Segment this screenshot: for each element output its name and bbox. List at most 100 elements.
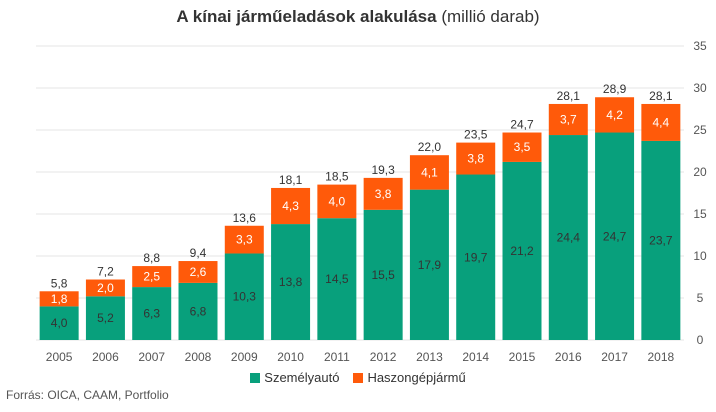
legend-label-passenger: Személyautó [264,370,340,385]
data-label-total: 28,9 [603,82,627,96]
bar-passenger [317,218,357,340]
bar-passenger [224,253,264,340]
source-note: Forrás: OICA, CAAM, Portfolio [6,388,169,402]
data-label-total: 23,5 [464,128,488,142]
y-tick-label: 20 [693,165,707,179]
data-label-commercial: 1,8 [51,292,68,306]
bar-passenger [132,287,172,340]
data-label-total: 28,1 [557,89,581,103]
data-label-commercial: 3,7 [560,113,577,127]
data-label-passenger: 24,4 [557,231,581,245]
data-label-total: 13,6 [233,211,257,225]
bar-commercial [39,291,79,307]
data-label-commercial: 3,8 [375,187,392,201]
x-tick-label: 2009 [231,350,258,364]
bar-commercial [178,261,218,283]
data-label-passenger: 10,3 [233,290,257,304]
chart-title-unit: (millió darab) [441,7,540,26]
data-label-commercial: 4,0 [329,194,346,208]
legend-item-passenger: Személyautó [250,370,339,385]
chart-title: A kínai járműeladások alakulása (millió … [0,7,716,27]
y-tick-label: 0 [697,333,704,347]
data-label-total: 19,3 [371,163,395,177]
data-label-passenger: 19,7 [464,250,488,264]
bar-passenger [548,135,588,340]
x-tick-label: 2005 [46,350,73,364]
x-tick-label: 2008 [185,350,212,364]
data-label-commercial: 4,2 [606,108,623,122]
y-tick-label: 25 [693,123,707,137]
bar-commercial [224,225,264,254]
bar-commercial [132,266,172,288]
data-label-passenger: 17,9 [418,258,442,272]
data-label-passenger: 13,8 [279,275,303,289]
x-tick-label: 2018 [648,350,675,364]
y-tick-label: 10 [693,249,707,263]
bar-commercial [595,97,635,133]
bar-passenger [409,189,449,340]
bar-passenger [363,209,403,340]
chart-legend: Személyautó Haszongépjármű [0,370,716,385]
x-tick-label: 2014 [462,350,489,364]
bar-passenger [502,161,542,340]
x-tick-label: 2006 [92,350,119,364]
x-tick-label: 2012 [370,350,397,364]
legend-item-commercial: Haszongépjármű [353,370,466,385]
bar-commercial [85,279,125,297]
data-label-passenger: 6,8 [190,304,207,318]
data-label-total: 18,5 [325,170,349,184]
bar-passenger [641,140,681,340]
y-tick-label: 15 [693,207,707,221]
y-tick-label: 30 [693,81,707,95]
x-tick-label: 2016 [555,350,582,364]
data-label-passenger: 23,7 [649,233,673,247]
data-label-total: 8,8 [143,251,160,265]
legend-swatch-commercial [353,372,364,383]
x-tick-label: 2007 [138,350,165,364]
data-label-passenger: 15,5 [371,268,395,282]
data-label-total: 7,2 [97,265,114,279]
data-label-total: 9,4 [190,246,207,260]
bar-commercial [271,187,311,225]
data-label-commercial: 3,3 [236,233,253,247]
bar-commercial [317,184,357,219]
bar-commercial [363,177,403,210]
bar-commercial [409,155,449,190]
data-label-passenger: 21,2 [510,244,534,258]
bar-passenger [271,224,311,340]
y-tick-label: 5 [697,291,704,305]
data-label-commercial: 4,4 [653,115,670,129]
data-label-commercial: 2,0 [97,281,114,295]
bar-commercial [548,103,588,136]
data-label-passenger: 6,3 [143,307,160,321]
data-label-commercial: 2,6 [190,265,207,279]
bar-commercial [456,142,496,175]
legend-swatch-passenger [250,372,261,383]
bar-commercial [502,132,542,162]
bar-passenger [39,306,79,340]
data-label-commercial: 3,5 [514,140,531,154]
bar-passenger [85,296,125,340]
data-label-commercial: 4,1 [421,165,438,179]
data-label-commercial: 3,8 [467,152,484,166]
data-label-commercial: 4,3 [282,199,299,213]
data-label-total: 24,7 [510,118,534,132]
x-tick-label: 2017 [601,350,628,364]
data-label-passenger: 4,0 [51,316,68,330]
data-label-total: 28,1 [649,89,673,103]
bar-passenger [178,282,218,340]
data-label-commercial: 2,5 [143,270,160,284]
x-tick-label: 2011 [324,350,350,364]
legend-label-commercial: Haszongépjármű [367,370,466,385]
data-label-total: 5,8 [51,276,68,290]
x-tick-label: 2015 [509,350,536,364]
chart-title-main: A kínai járműeladások alakulása [176,7,437,26]
data-label-total: 22,0 [418,140,442,154]
data-label-passenger: 14,5 [325,272,349,286]
x-tick-label: 2013 [416,350,443,364]
x-tick-label: 2010 [277,350,304,364]
y-tick-label: 35 [693,39,707,53]
bar-passenger [456,174,496,340]
data-label-passenger: 24,7 [603,229,627,243]
